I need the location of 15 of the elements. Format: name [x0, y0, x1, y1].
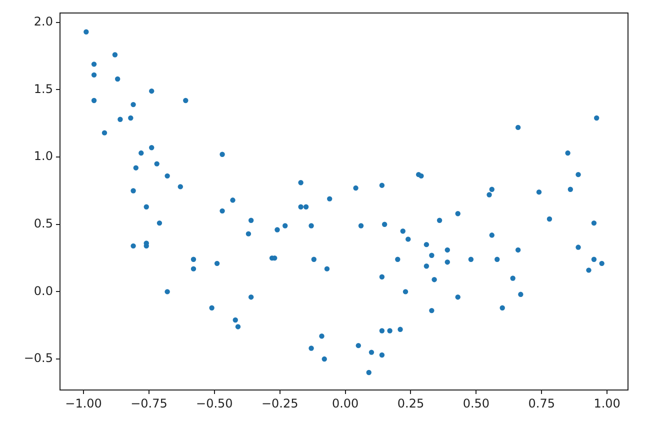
x-tick-label: −1.00	[65, 396, 102, 410]
y-tick-label: 1.5	[34, 82, 53, 96]
x-tick-label: 0.25	[397, 396, 424, 410]
x-tick-label: −0.50	[196, 396, 233, 410]
x-tick-label: 0.75	[528, 396, 555, 410]
y-tick-label: 0.5	[34, 216, 53, 231]
x-tick-label: 0.50	[462, 396, 490, 410]
y-tick-label: 2.0	[34, 14, 53, 29]
x-tick-label: 0.00	[332, 396, 359, 410]
y-tick-label: 0.0	[34, 284, 53, 298]
y-tick-label: −0.5	[24, 351, 53, 366]
x-tick-label: −0.25	[261, 396, 298, 410]
x-tick-label: −0.75	[130, 396, 168, 410]
x-tick-label: 1.00	[594, 396, 620, 410]
y-tick-label: 1.0	[34, 149, 53, 164]
